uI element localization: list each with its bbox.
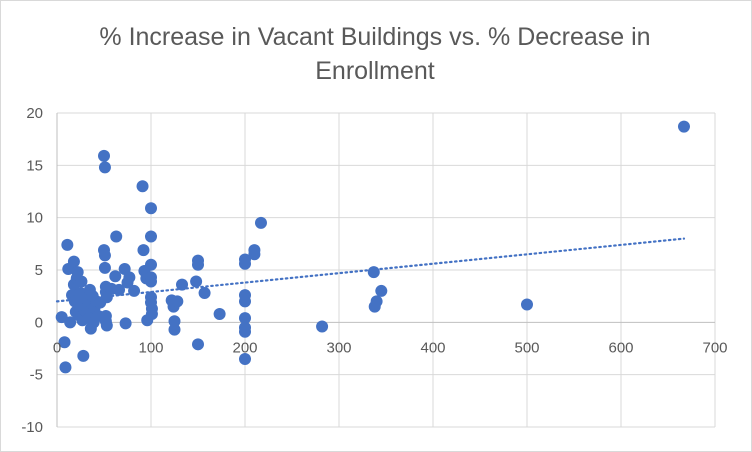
y-tick-label: 15 [26,157,43,174]
chart-title: % Increase in Vacant Buildings vs. % Dec… [99,23,651,85]
data-point [176,278,189,291]
x-tick-label: 200 [232,339,257,356]
data-point [171,295,184,308]
y-tick-label: 0 [35,314,43,331]
data-point [64,316,77,329]
data-point [375,284,388,297]
data-point [239,257,251,270]
data-point [136,180,149,193]
data-point [145,258,157,271]
y-tick-label: 10 [26,210,43,227]
data-point [145,307,158,320]
data-point [113,283,126,296]
data-point [239,312,251,325]
data-point [128,284,141,297]
data-point [77,349,90,362]
data-point [110,230,123,243]
data-point [521,298,533,311]
data-point [168,323,181,336]
data-point [145,275,157,288]
data-point [677,120,690,133]
x-tick-label: 400 [420,339,445,356]
data-point [248,248,261,261]
data-point [67,255,80,268]
data-points [55,120,690,374]
data-point [190,275,203,288]
data-point [98,149,110,162]
data-point [119,317,132,330]
y-tick-label: -5 [30,367,43,384]
data-point [192,338,204,351]
x-tick-label: 700 [702,339,727,356]
axes [56,113,715,427]
data-point [370,295,383,308]
data-point [316,320,329,333]
data-point [98,261,111,274]
data-point [71,266,84,279]
data-point [367,266,380,279]
data-point [254,216,267,229]
data-point [98,161,111,174]
y-tick-label: 5 [35,262,43,279]
data-point [239,295,251,308]
data-point [198,287,211,300]
x-tick-label: 0 [53,339,61,356]
data-point [58,336,71,349]
data-point [61,238,74,251]
data-point [100,319,113,332]
data-point [213,307,226,320]
data-point [145,202,157,215]
x-tick-label: 100 [138,339,163,356]
data-point [75,275,88,288]
data-point [239,352,251,365]
data-point [145,230,157,243]
data-point [59,361,72,374]
data-point [109,270,122,283]
x-tick-label: 600 [608,339,633,356]
data-point [98,249,111,262]
data-point [239,325,251,338]
y-tick-label: -10 [21,419,43,436]
data-point [137,244,150,257]
data-point [123,271,136,284]
gridlines [57,112,716,428]
data-point [192,258,204,271]
y-tick-label: 20 [26,105,43,122]
data-point [168,315,181,328]
x-tick-label: 300 [326,339,351,356]
x-tick-label: 500 [514,339,539,356]
